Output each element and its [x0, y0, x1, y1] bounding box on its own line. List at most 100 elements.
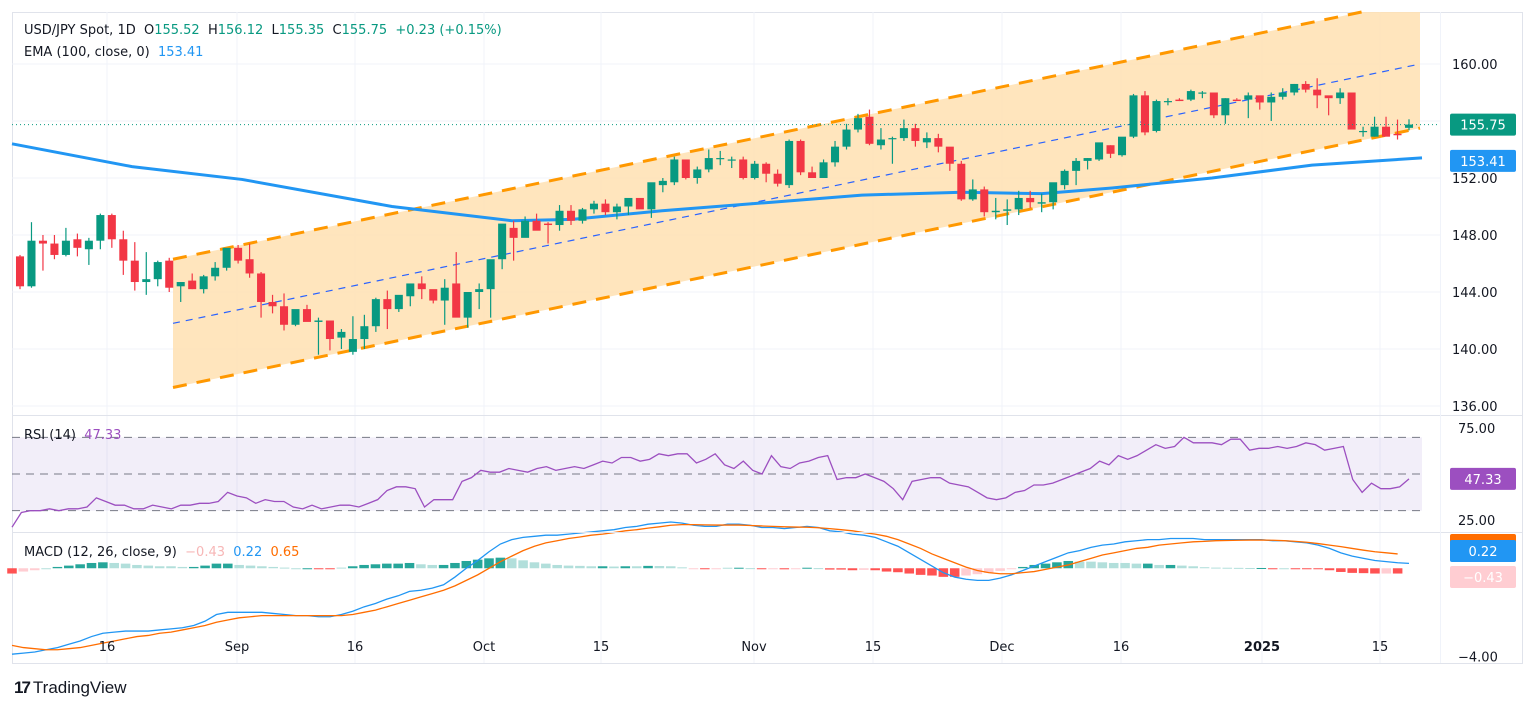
candle [257, 272, 266, 318]
macd-histogram-bar [654, 566, 665, 569]
ema-line [11, 142, 1423, 223]
macd-histogram-bar [1052, 562, 1062, 569]
macd-hist-tag-bg [1450, 566, 1516, 588]
macd-pane [7, 521, 1410, 655]
candle [1198, 91, 1207, 99]
macd-histogram-bar [643, 565, 653, 569]
macd-histogram-bar [336, 567, 347, 569]
candle-body [291, 309, 300, 325]
candle [1267, 92, 1276, 121]
candle [739, 156, 748, 180]
candle [922, 132, 931, 149]
candle-body [521, 220, 530, 238]
macd-histogram-bar [279, 567, 290, 569]
time-axis[interactable]: 16 Sep 16 Oct 15 Nov 15 Dec 16 2025 15 [99, 640, 1389, 655]
candle-body [165, 260, 174, 288]
macd-histogram-bar [495, 557, 506, 569]
candle-body [486, 259, 495, 290]
macd-histogram-bar [211, 563, 222, 569]
macd-histogram-bar [461, 560, 472, 569]
candle [1301, 81, 1310, 93]
candle [107, 213, 116, 248]
macd-histogram-bar [120, 563, 131, 569]
candle-body [842, 129, 851, 147]
macd-histogram-bar [1313, 568, 1323, 570]
ema-price-tag-bg [1450, 149, 1516, 172]
ema-legend[interactable]: EMA (100, close, 0) 153.41 [24, 45, 203, 60]
candle [968, 179, 977, 201]
candle [1163, 98, 1172, 106]
candle [934, 133, 943, 153]
candle-body [1313, 89, 1322, 96]
candle [50, 235, 59, 260]
time-tick-label: 16 [1113, 640, 1130, 655]
macd-histogram-bar [983, 568, 994, 573]
macd-histogram-bar [597, 566, 608, 569]
macd-histogram-bar [1245, 567, 1255, 569]
macd-histogram-bar [1381, 568, 1392, 574]
candle-body [142, 279, 151, 283]
macd-histogram-bar [881, 568, 892, 572]
candle-body [808, 172, 817, 178]
last-price-tag-bg [1450, 113, 1516, 136]
ema-100-line [11, 142, 1423, 223]
candle [704, 149, 713, 173]
candle-body [566, 210, 576, 221]
macd-histogram-bar [1290, 568, 1301, 570]
candle [612, 203, 621, 220]
macd-histogram-bar [1370, 568, 1380, 574]
time-tick-label: 2025 [1244, 640, 1280, 655]
candle-body [1026, 197, 1035, 203]
candle-body [27, 240, 36, 287]
ema-price-tag: 153.41 [1460, 155, 1506, 170]
candle [153, 260, 162, 287]
candle-body [991, 210, 1000, 213]
close-value: 155.75 [341, 23, 388, 38]
candle [371, 297, 380, 332]
candle-body [280, 306, 289, 325]
candle-body [681, 159, 690, 178]
macd-legend[interactable]: MACD (12, 26, close, 9) −0.43 0.22 0.65 [24, 545, 299, 560]
macd-histogram-bar [154, 566, 165, 569]
candle [130, 242, 139, 291]
candle [406, 283, 415, 307]
price-axis[interactable]: 160.00 152.00 148.00 144.00 140.00 136.00 75.0… [1452, 58, 1498, 665]
macd-histogram-bar [1108, 562, 1119, 569]
candle-body [1129, 95, 1138, 137]
macd-histogram-bar [700, 568, 710, 570]
candle-body [360, 326, 369, 340]
macd-histogram-bar [631, 566, 642, 569]
macd-histogram-bar [1392, 568, 1403, 574]
candle [188, 273, 197, 290]
candle [142, 252, 151, 295]
macd-histogram-bar [1165, 564, 1176, 569]
rsi-value: 47.33 [84, 428, 122, 443]
candle [27, 222, 36, 288]
macd-histogram-bar [870, 568, 880, 571]
macd-histogram-bar [370, 564, 381, 569]
candle [73, 233, 82, 257]
macd-histogram-bar [1143, 563, 1153, 569]
macd-histogram-bar [813, 568, 824, 570]
price-tick-label: 144.00 [1452, 286, 1498, 301]
open-value: 155.52 [154, 23, 200, 38]
symbol-title[interactable]: USD/JPY Spot, 1D [24, 23, 136, 38]
candle [1060, 169, 1069, 190]
candle-body [647, 182, 656, 210]
macd-histogram-bar [836, 568, 846, 570]
candle [670, 156, 679, 186]
candle-body [544, 223, 553, 226]
candle [1313, 78, 1322, 109]
candle-body [555, 210, 564, 226]
tradingview-brand[interactable]: 17 TradingView [14, 678, 126, 698]
candle-body [1382, 126, 1391, 137]
macd-histogram-bar [313, 568, 324, 570]
macd-histogram-bar [586, 566, 597, 569]
candle [234, 244, 243, 264]
macd-histogram-bar [915, 568, 926, 575]
candle [945, 146, 954, 171]
rsi-legend[interactable]: RSI (14) 47.33 [24, 428, 121, 443]
candle-body [1117, 136, 1127, 156]
